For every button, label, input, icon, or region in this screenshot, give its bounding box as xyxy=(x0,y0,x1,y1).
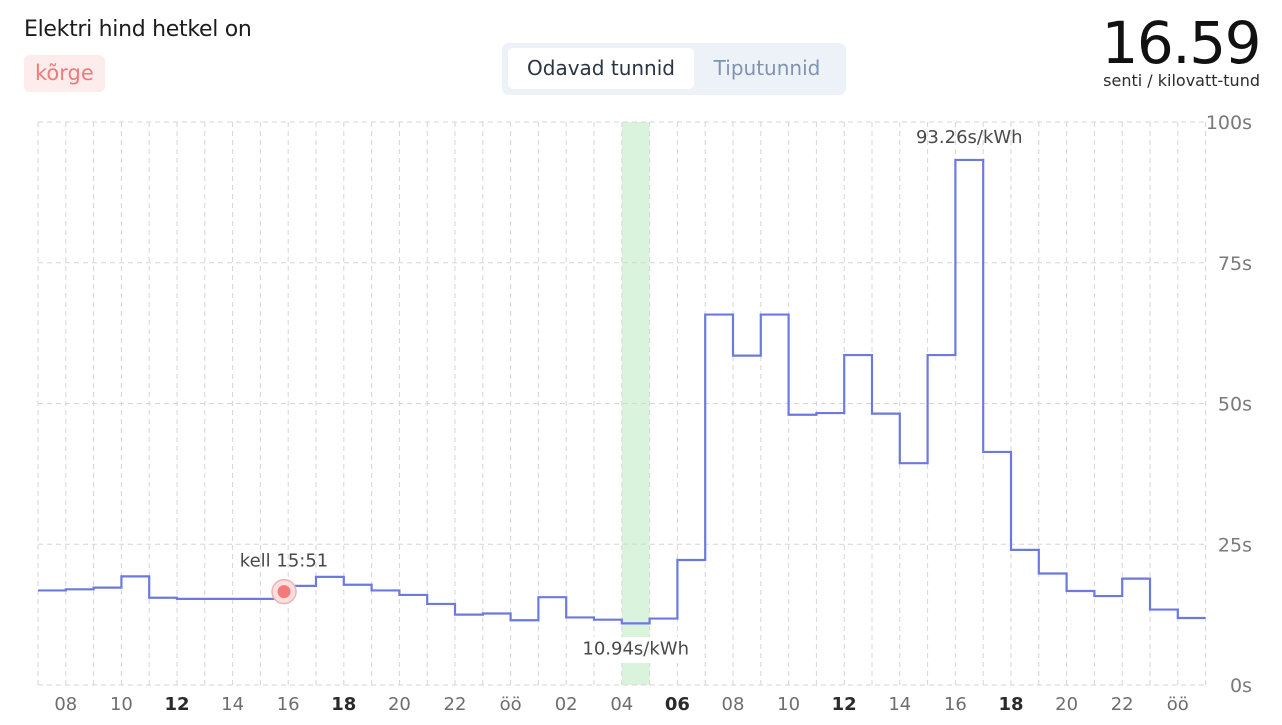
x-tick-label: 20 xyxy=(388,694,411,715)
price-level-badge: kõrge xyxy=(24,55,105,92)
x-tick-label: 22 xyxy=(1111,694,1134,715)
price-unit-label: senti / kilovatt-tund xyxy=(1103,71,1260,90)
y-tick-label: 0s xyxy=(1230,675,1252,697)
y-tick-label: 50s xyxy=(1218,394,1252,416)
x-tick-label: 16 xyxy=(944,694,967,715)
x-tick-label: öö xyxy=(1167,694,1189,715)
current-time-marker xyxy=(277,585,291,599)
price-series-line xyxy=(38,158,1206,625)
x-tick-label: 20 xyxy=(1055,694,1078,715)
x-tick-label: 18 xyxy=(331,694,356,715)
max-price-label: 93.26s/kWh xyxy=(916,127,1023,148)
x-tick-label: 14 xyxy=(221,694,244,715)
x-tick-label: 10 xyxy=(777,694,800,715)
min-price-label: 10.94s/kWh xyxy=(582,638,689,659)
y-tick-label: 75s xyxy=(1218,253,1252,275)
x-tick-label: 04 xyxy=(610,694,633,715)
x-tick-label: 10 xyxy=(110,694,133,715)
x-tick-label: 06 xyxy=(665,694,690,715)
x-tick-label: 22 xyxy=(444,694,467,715)
y-tick-label: 25s xyxy=(1218,534,1252,556)
x-tick-label: 12 xyxy=(832,694,857,715)
x-tick-label: 12 xyxy=(164,694,189,715)
peak-hours-tab[interactable]: Tiputunnid xyxy=(713,56,821,80)
y-tick-label: 100s xyxy=(1206,112,1252,134)
x-tick-label: öö xyxy=(500,694,522,715)
x-tick-label: 02 xyxy=(555,694,578,715)
x-tick-label: 08 xyxy=(722,694,745,715)
current-price-value: 16.59 xyxy=(1101,9,1261,77)
current-time-label: kell 15:51 xyxy=(240,551,328,572)
x-tick-label: 16 xyxy=(277,694,300,715)
hours-toggle: Odavad tunnid Tiputunnid xyxy=(502,43,846,95)
x-tick-label: 14 xyxy=(888,694,911,715)
annotation-background xyxy=(578,637,704,663)
x-tick-label: 08 xyxy=(54,694,77,715)
page-title: Elektri hind hetkel on xyxy=(24,17,252,42)
x-tick-label: 18 xyxy=(998,694,1023,715)
cheap-hours-tab[interactable]: Odavad tunnid xyxy=(508,48,694,89)
